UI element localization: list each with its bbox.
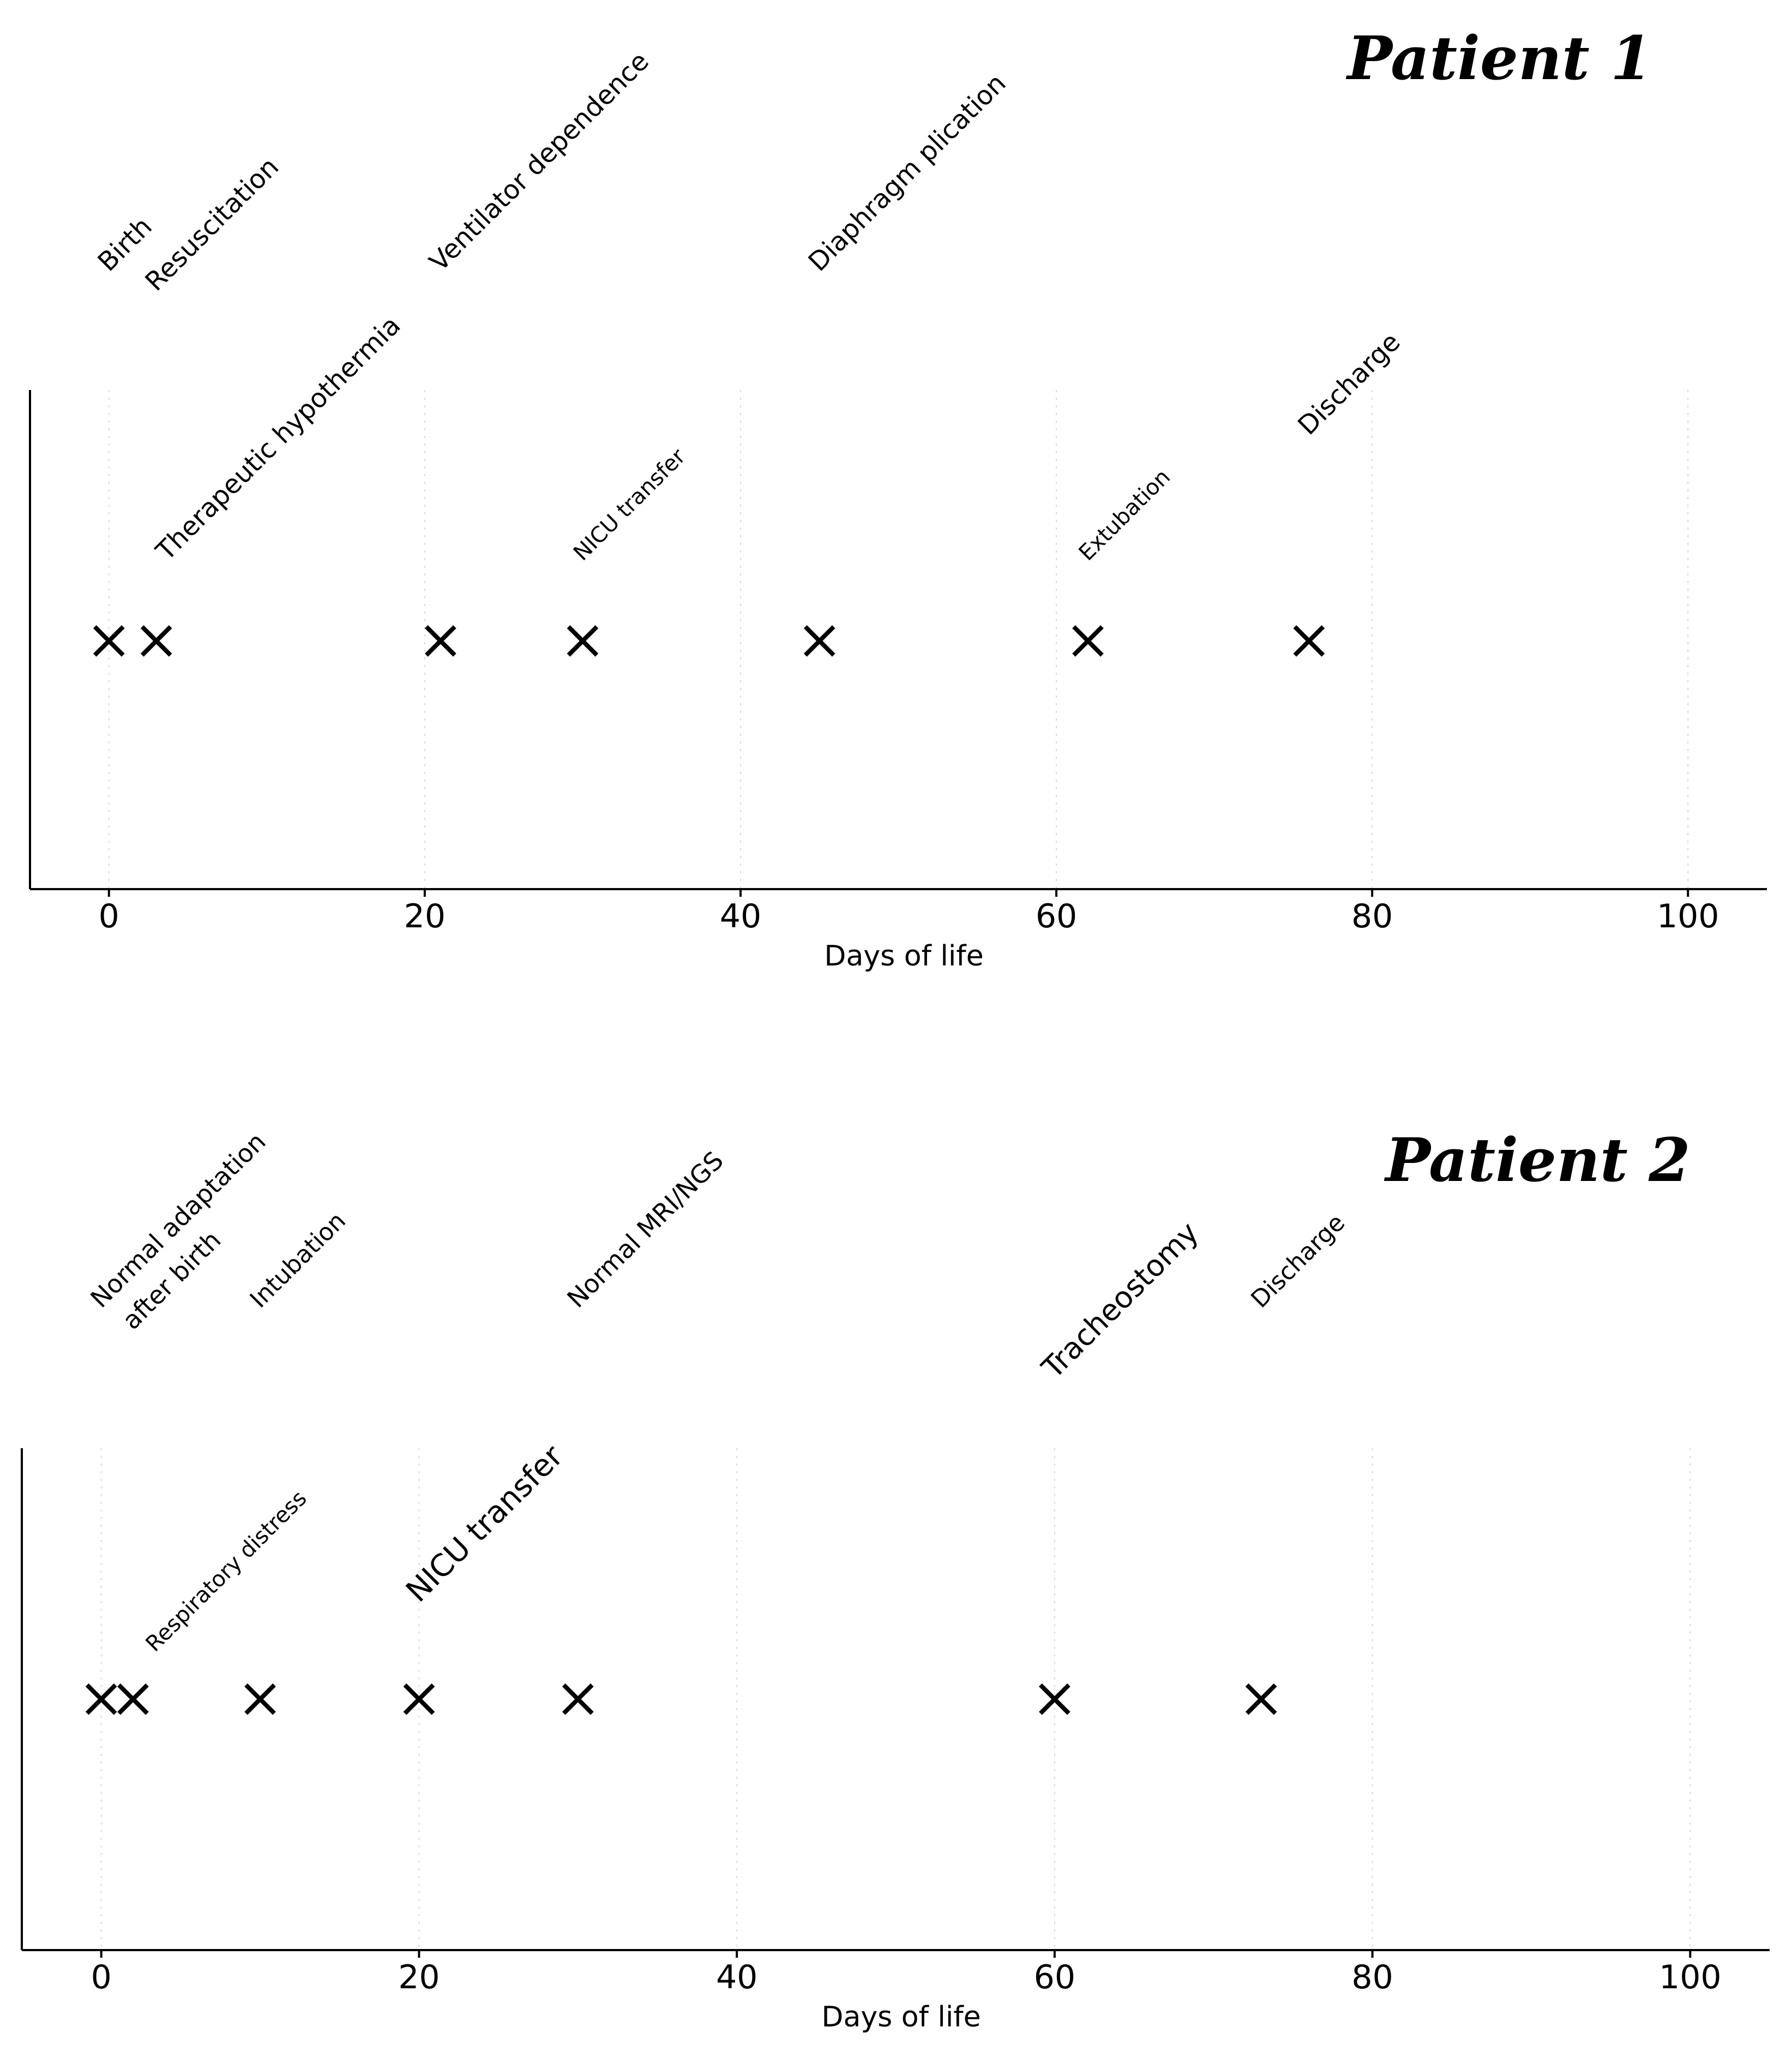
event-marker (403, 1683, 435, 1715)
x-tick-label: 100 (1657, 897, 1719, 935)
x-tick-label: 20 (398, 1958, 440, 1996)
event-marker (1293, 625, 1325, 657)
event-label: Ventilator dependence (424, 46, 655, 277)
x-axis-label: Days of life (821, 2001, 981, 2034)
event-marker (1072, 625, 1104, 657)
event-label: Resuscitation (140, 152, 285, 297)
panel-title: Patient 1 (1345, 23, 1652, 93)
x-tick-label: 60 (1036, 897, 1077, 935)
event-label: Discharge (1292, 327, 1406, 441)
x-tick-label: 0 (99, 897, 119, 935)
event-label: Intubation (245, 1207, 351, 1313)
event-label: NICU transfer (569, 444, 691, 566)
event-marker (567, 625, 599, 657)
x-tick-label: 0 (91, 1958, 112, 1996)
x-tick-label: 20 (404, 897, 446, 935)
x-tick-label: 80 (1351, 1958, 1393, 1996)
event-marker (1245, 1683, 1277, 1715)
event-label: NICU transfer (399, 1438, 570, 1609)
event-label: Respiratory distress (141, 1486, 311, 1657)
x-tick-label: 40 (720, 897, 761, 935)
event-marker (562, 1683, 594, 1715)
event-label: Discharge (1246, 1209, 1350, 1314)
event-marker (140, 625, 172, 657)
event-label: Diaphragm plication (803, 68, 1012, 277)
event-marker (85, 1683, 117, 1715)
x-tick-label: 60 (1034, 1958, 1075, 1996)
panel-title: Patient 2 (1384, 1125, 1690, 1195)
x-tick-label: 40 (716, 1958, 757, 1996)
event-marker (803, 625, 835, 657)
event-label: Therapeutic hypothermia (150, 310, 407, 567)
x-tick-label: 80 (1351, 897, 1393, 935)
x-axis-label: Days of life (824, 940, 983, 973)
event-marker (244, 1683, 276, 1715)
event-marker (117, 1683, 149, 1715)
event-marker (424, 625, 456, 657)
event-label: Extubation (1074, 464, 1175, 566)
event-marker (93, 625, 125, 657)
event-marker (1039, 1683, 1071, 1715)
event-label: Tracheostomy (1035, 1215, 1205, 1386)
event-label: Normal MRI/NGS (561, 1146, 729, 1314)
x-tick-label: 100 (1659, 1958, 1722, 1996)
panel-2: 0 20 40 60 80 100 Days of life Patient 2 Normal … (21, 1125, 1770, 2034)
